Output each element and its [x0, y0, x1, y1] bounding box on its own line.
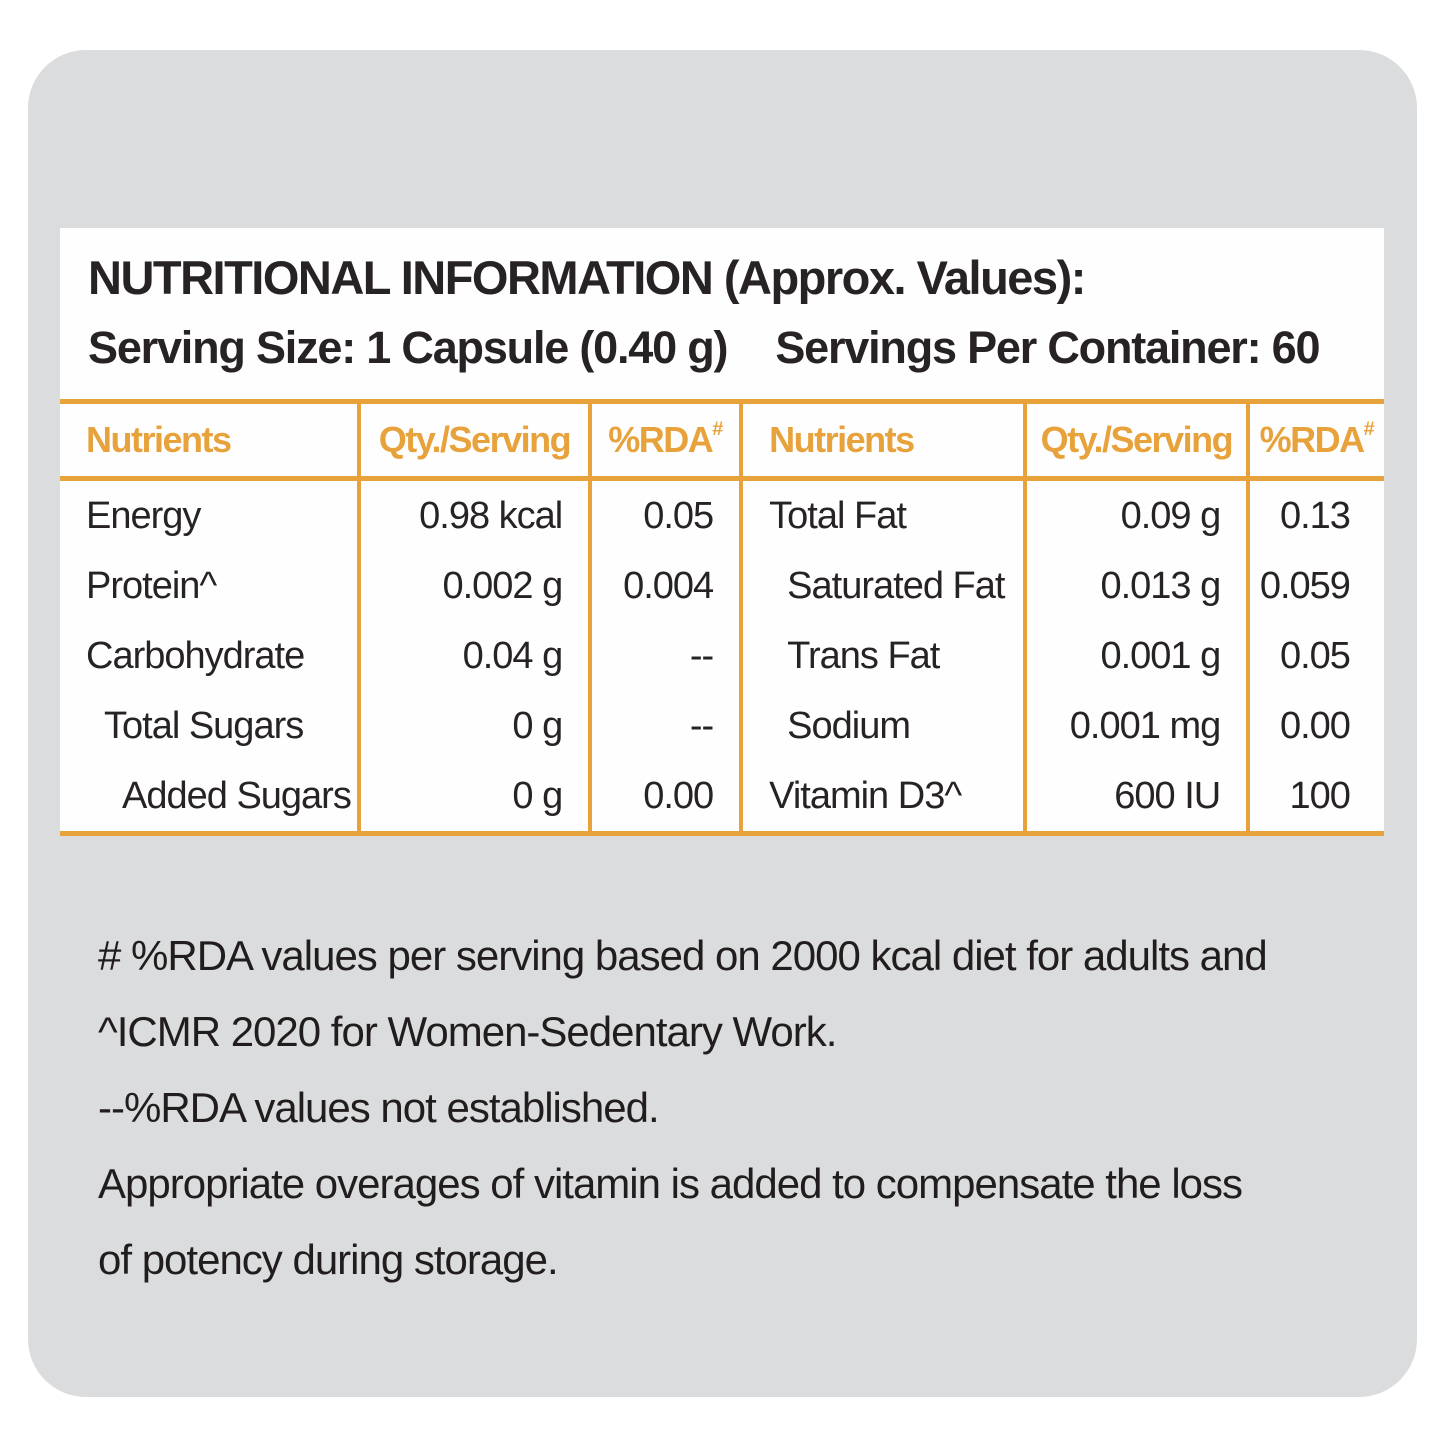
nutrient-qty: 0.04 g [356, 621, 589, 691]
footnote-line: Appropriate overages of vitamin is added… [98, 1160, 1243, 1207]
nutrient-rda: -- [588, 621, 739, 691]
nutrient-rda: 100 [1246, 761, 1384, 831]
nutrient-qty: 0 g [356, 691, 589, 761]
nutrient-rda: 0.00 [1246, 691, 1384, 761]
nutrient-rda: 0.004 [588, 551, 739, 621]
nutrient-name: Sodium [739, 691, 1022, 761]
nutrient-rda: 0.059 [1246, 551, 1384, 621]
nutrient-qty: 600 IU [1022, 761, 1247, 831]
header-qty-left: Qty./Serving [356, 404, 589, 481]
nutrient-qty: 0.09 g [1022, 481, 1247, 551]
footnote-line: ^ICMR 2020 for Women-Sedentary Work. [98, 1008, 837, 1055]
header-nutrients-right: Nutrients [739, 404, 1023, 481]
serving-size-text: Serving Size: 1 Capsule (0.40 g) [88, 322, 729, 373]
header-rda-label: %RDA [1259, 419, 1366, 460]
nutrient-name: Vitamin D3^ [739, 761, 1022, 831]
header-rda-label: %RDA [608, 419, 714, 460]
header-rda-right: %RDA # [1246, 404, 1384, 481]
nutrient-name: Trans Fat [739, 621, 1022, 691]
nutrient-qty: 0.001 g [1022, 621, 1247, 691]
serving-info: Serving Size: 1 Capsule (0.40 g) Serving… [88, 322, 1321, 374]
nutrient-qty: 0.001 mg [1022, 691, 1247, 761]
nutrition-title: NUTRITIONAL INFORMATION (Approx. Values)… [88, 251, 1086, 304]
header-qty-right: Qty./Serving [1022, 404, 1247, 481]
nutrient-rda: 0.00 [588, 761, 739, 831]
nutrient-rda: 0.05 [588, 481, 739, 551]
nutrition-card: NUTRITIONAL INFORMATION (Approx. Values)… [60, 228, 1384, 836]
header-nutrients-left: Nutrients [60, 404, 357, 481]
nutrient-rda: 0.13 [1246, 481, 1384, 551]
nutrient-rda: -- [588, 691, 739, 761]
nutrient-name: Energy [86, 494, 201, 537]
nutrient-name: Added Sugars [122, 774, 352, 817]
nutrient-name: Total Sugars [104, 704, 304, 747]
nutrient-qty: 0.013 g [1022, 551, 1247, 621]
nutrient-name: Carbohydrate [86, 634, 305, 677]
nutrient-name: Saturated Fat [739, 551, 1022, 621]
nutrient-qty: 0.98 kcal [356, 481, 589, 551]
footnotes: # %RDA values per serving based on 2000 … [98, 918, 1268, 1298]
info-panel: NUTRITIONAL INFORMATION (Approx. Values)… [28, 50, 1417, 1397]
footnote-line: --%RDA values not established. [98, 1084, 660, 1131]
nutrient-qty: 0.002 g [356, 551, 589, 621]
nutrient-rda: 0.05 [1246, 621, 1384, 691]
header-rda-left: %RDA # [588, 404, 740, 481]
footnote-line: # %RDA values per serving based on 2000 … [98, 932, 1268, 979]
nutrient-qty: 0 g [356, 761, 589, 831]
footnote-line: of potency during storage. [98, 1236, 559, 1283]
nutrition-table: Nutrients Qty./Serving %RDA # Nutrients Q… [60, 399, 1384, 836]
nutrient-name: Protein^ [86, 564, 217, 607]
nutrient-name: Total Fat [739, 481, 1022, 551]
servings-per-container-text: Servings Per Container: 60 [775, 322, 1320, 373]
